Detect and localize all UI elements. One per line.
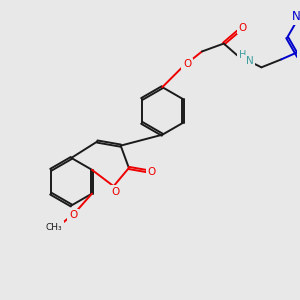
Text: N: N bbox=[246, 56, 254, 66]
Text: O: O bbox=[147, 167, 155, 177]
Text: N: N bbox=[292, 10, 300, 23]
Text: O: O bbox=[69, 210, 77, 220]
Text: O: O bbox=[183, 59, 191, 69]
Text: O: O bbox=[112, 187, 120, 197]
Text: CH₃: CH₃ bbox=[46, 223, 63, 232]
Text: H: H bbox=[239, 50, 246, 60]
Text: O: O bbox=[238, 23, 247, 33]
